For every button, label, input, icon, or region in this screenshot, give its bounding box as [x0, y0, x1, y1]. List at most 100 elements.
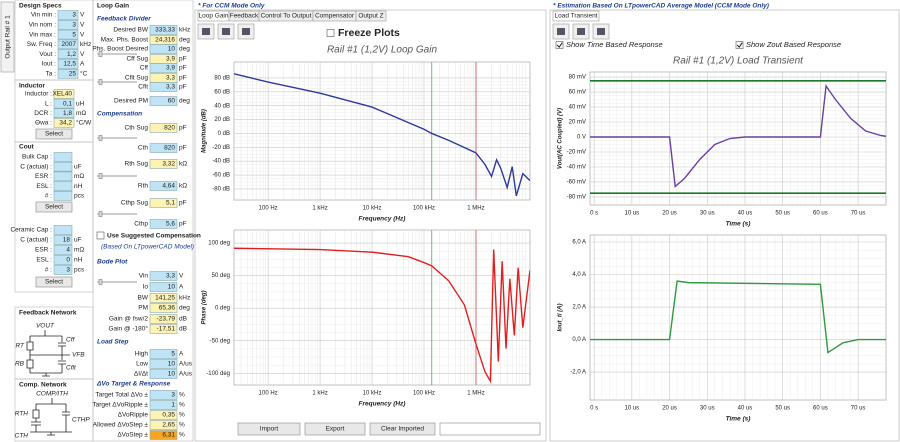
button[interactable]: [35, 201, 73, 213]
y-tick-label: 0 V: [577, 135, 586, 141]
button[interactable]: [369, 422, 436, 436]
x-axis-label: Frequency (Hz): [359, 216, 406, 223]
field-box[interactable]: [53, 98, 75, 109]
tab[interactable]: [552, 10, 600, 22]
field-box[interactable]: [149, 143, 178, 153]
field-box[interactable]: [149, 400, 178, 410]
field-value: 3,9: [166, 65, 175, 72]
field-box[interactable]: [149, 96, 178, 106]
field-box[interactable]: [53, 191, 73, 201]
slider-thumb[interactable]: [98, 279, 103, 285]
field-label: ΔVoStep ±: [117, 432, 148, 439]
button[interactable]: [304, 422, 366, 436]
field-label: Vin: [139, 273, 149, 280]
field-box[interactable]: [149, 159, 178, 169]
y-tick-label: 100 deg: [208, 241, 230, 247]
field-box[interactable]: [149, 25, 178, 35]
field-box[interactable]: [149, 293, 178, 303]
field-box[interactable]: [57, 29, 79, 40]
side-tab[interactable]: [0, 1, 15, 73]
field-box[interactable]: [53, 265, 73, 275]
field-box[interactable]: [149, 219, 178, 229]
field-box[interactable]: [53, 235, 73, 245]
field-unit: pcs: [74, 193, 85, 200]
field-value: 5,6: [166, 221, 175, 228]
field-box[interactable]: [149, 271, 178, 281]
field-value: 3,32: [162, 161, 175, 168]
field-box[interactable]: [53, 225, 73, 235]
panel: [92, 0, 194, 442]
y-tick-label: -20 mV: [567, 150, 586, 156]
field-unit: V: [80, 51, 85, 58]
field-label: # :: [45, 193, 52, 200]
schematic-label: Cff: [66, 337, 76, 344]
slider-thumb[interactable]: [98, 135, 103, 141]
field-box[interactable]: [149, 349, 178, 359]
y-tick-label: 0,0 A: [572, 337, 586, 343]
y-tick-label: 40 dB: [214, 103, 230, 109]
field-label: PM: [138, 305, 148, 312]
button[interactable]: [237, 422, 301, 436]
button[interactable]: [35, 276, 73, 288]
schematic-label: RB: [15, 361, 25, 368]
field-box[interactable]: [57, 49, 79, 60]
field-box[interactable]: [149, 63, 178, 73]
slider-thumb[interactable]: [98, 51, 103, 57]
field-box[interactable]: [149, 420, 178, 430]
field-label: Θwa :: [35, 120, 52, 127]
field-box[interactable]: [149, 430, 178, 440]
field-value: XEL40: [52, 91, 72, 98]
field-box[interactable]: [149, 44, 178, 54]
field-label: ESL :: [36, 257, 52, 264]
field-box[interactable]: [149, 181, 178, 191]
tab[interactable]: [355, 10, 387, 22]
field-box[interactable]: [57, 39, 79, 50]
slider-thumb[interactable]: [98, 173, 103, 179]
field-box[interactable]: [149, 369, 178, 379]
checkbox[interactable]: [326, 29, 335, 37]
field-box[interactable]: [53, 161, 73, 172]
y-tick-label: 60 dB: [214, 89, 230, 95]
field-box[interactable]: [53, 152, 73, 162]
checkbox[interactable]: [555, 41, 564, 49]
field-box[interactable]: [53, 89, 75, 99]
field-label: Sw. Freq :: [27, 41, 56, 48]
field-box[interactable]: [149, 410, 178, 420]
field-label: Vin min :: [31, 12, 56, 19]
field-box[interactable]: [149, 324, 178, 334]
field-unit: A: [179, 351, 184, 358]
field-box[interactable]: [149, 303, 178, 313]
button[interactable]: [35, 128, 73, 140]
x-axis-label: Time (s): [726, 416, 751, 423]
slider-thumb[interactable]: [98, 79, 103, 85]
field-label: Cff Sug: [126, 56, 148, 63]
field-box[interactable]: [149, 359, 178, 369]
y-tick-label: -50 deg: [210, 338, 230, 344]
checkbox[interactable]: [96, 231, 105, 240]
field-box[interactable]: [149, 314, 178, 324]
field-unit: pF: [179, 125, 187, 132]
field-unit: %: [179, 402, 185, 409]
field-box[interactable]: [53, 171, 73, 182]
text-input[interactable]: [439, 422, 541, 436]
field-box[interactable]: [57, 59, 79, 69]
field-box[interactable]: [149, 198, 178, 208]
field-box[interactable]: [149, 82, 178, 92]
field-box[interactable]: [53, 181, 73, 191]
field-unit: °C: [80, 70, 88, 78]
field-box[interactable]: [149, 282, 178, 292]
checkbox[interactable]: [735, 41, 744, 49]
field-box[interactable]: [53, 118, 75, 128]
field-box[interactable]: [53, 108, 75, 118]
slider-thumb[interactable]: [98, 211, 103, 217]
field-box[interactable]: [57, 10, 79, 20]
field-box[interactable]: [53, 245, 73, 255]
field-value: 820: [164, 125, 175, 132]
field-box[interactable]: [149, 123, 178, 133]
x-tick-label: 0 s: [590, 211, 598, 217]
field-box[interactable]: [57, 69, 79, 79]
field-box[interactable]: [149, 390, 178, 400]
field-box[interactable]: [53, 255, 73, 265]
field-box[interactable]: [57, 19, 79, 30]
field-value: 3: [171, 392, 175, 399]
